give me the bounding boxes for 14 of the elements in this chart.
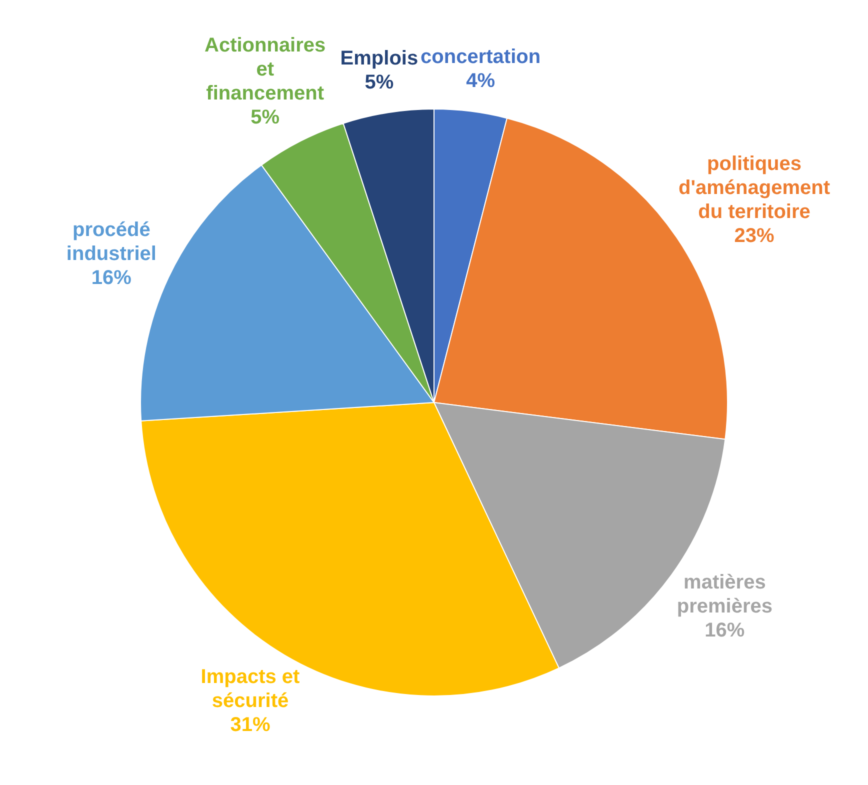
slice-label: politiques d'aménagement du territoire: [678, 152, 830, 223]
data-label: 5%: [250, 106, 280, 129]
slice-label: concertation: [420, 46, 541, 68]
data-label: 4%: [466, 70, 496, 92]
data-label: 23%: [734, 224, 775, 247]
slice-label: matières premières: [676, 571, 772, 618]
slice-label: Impacts et sécurité: [200, 666, 300, 712]
data-label: 5%: [364, 72, 394, 94]
slice-label: Emplois: [340, 48, 418, 70]
data-label: 31%: [230, 714, 270, 736]
slice-label: Actionnaires et financement: [204, 34, 326, 105]
data-label: 16%: [704, 619, 745, 642]
data-label: 16%: [91, 267, 132, 290]
slice-label: procédé industriel: [66, 219, 156, 266]
